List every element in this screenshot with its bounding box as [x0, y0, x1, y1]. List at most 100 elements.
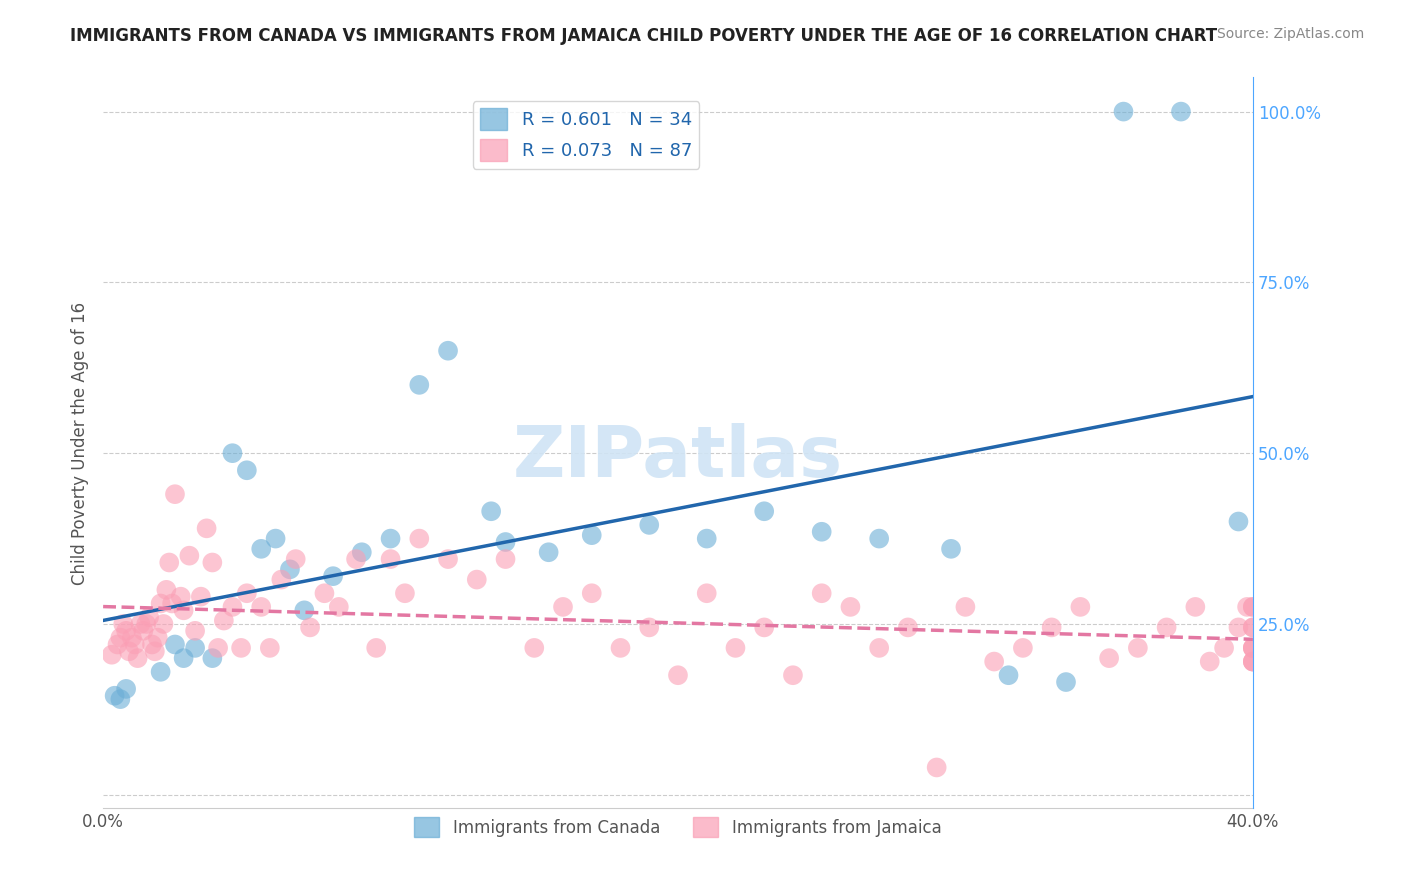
Immigrants from Jamaica — [1241, 599, 1264, 614]
Immigrants from Jamaica — [1098, 651, 1121, 665]
Immigrants from Jamaica — [270, 573, 292, 587]
Immigrants from Jamaica — [100, 648, 122, 662]
Immigrants from Canada — [868, 532, 890, 546]
Immigrants from Jamaica — [1241, 655, 1264, 669]
Immigrants from Canada — [1170, 104, 1192, 119]
Immigrants from Jamaica — [259, 640, 281, 655]
Immigrants from Jamaica — [195, 521, 218, 535]
Immigrants from Canada — [495, 535, 517, 549]
Immigrants from Jamaica — [179, 549, 201, 563]
Immigrants from Canada — [437, 343, 460, 358]
Immigrants from Jamaica — [897, 620, 920, 634]
Immigrants from Canada — [264, 532, 287, 546]
Immigrants from Canada — [292, 603, 315, 617]
Immigrants from Jamaica — [523, 640, 546, 655]
Immigrants from Canada — [322, 569, 344, 583]
Immigrants from Jamaica — [143, 644, 166, 658]
Immigrants from Canada — [1227, 515, 1250, 529]
Immigrants from Jamaica — [1069, 599, 1091, 614]
Immigrants from Jamaica — [1213, 640, 1236, 655]
Immigrants from Jamaica — [229, 640, 252, 655]
Immigrants from Canada — [278, 562, 301, 576]
Immigrants from Canada — [581, 528, 603, 542]
Immigrants from Jamaica — [983, 655, 1005, 669]
Immigrants from Jamaica — [163, 487, 186, 501]
Immigrants from Jamaica — [581, 586, 603, 600]
Immigrants from Jamaica — [1040, 620, 1063, 634]
Immigrants from Jamaica — [221, 599, 243, 614]
Immigrants from Jamaica — [236, 586, 259, 600]
Immigrants from Canada — [250, 541, 273, 556]
Immigrants from Jamaica — [107, 638, 129, 652]
Immigrants from Jamaica — [115, 624, 138, 638]
Immigrants from Canada — [696, 532, 718, 546]
Immigrants from Canada — [537, 545, 560, 559]
Immigrants from Jamaica — [250, 599, 273, 614]
Immigrants from Jamaica — [344, 552, 367, 566]
Immigrants from Jamaica — [152, 617, 174, 632]
Immigrants from Canada — [408, 377, 430, 392]
Immigrants from Jamaica — [437, 552, 460, 566]
Immigrants from Jamaica — [328, 599, 350, 614]
Immigrants from Canada — [1054, 675, 1077, 690]
Immigrants from Jamaica — [1241, 620, 1264, 634]
Immigrants from Jamaica — [1126, 640, 1149, 655]
Immigrants from Jamaica — [284, 552, 307, 566]
Immigrants from Jamaica — [394, 586, 416, 600]
Y-axis label: Child Poverty Under the Age of 16: Child Poverty Under the Age of 16 — [72, 301, 89, 584]
Immigrants from Canada — [184, 640, 207, 655]
Immigrants from Canada — [149, 665, 172, 679]
Immigrants from Jamaica — [1241, 655, 1264, 669]
Immigrants from Jamaica — [609, 640, 631, 655]
Text: IMMIGRANTS FROM CANADA VS IMMIGRANTS FROM JAMAICA CHILD POVERTY UNDER THE AGE OF: IMMIGRANTS FROM CANADA VS IMMIGRANTS FRO… — [70, 27, 1218, 45]
Text: Source: ZipAtlas.com: Source: ZipAtlas.com — [1216, 27, 1364, 41]
Immigrants from Jamaica — [1241, 599, 1264, 614]
Immigrants from Jamaica — [380, 552, 402, 566]
Immigrants from Jamaica — [465, 573, 488, 587]
Immigrants from Jamaica — [1241, 640, 1264, 655]
Immigrants from Jamaica — [1236, 599, 1258, 614]
Immigrants from Jamaica — [366, 640, 388, 655]
Immigrants from Jamaica — [1241, 620, 1264, 634]
Immigrants from Jamaica — [1227, 620, 1250, 634]
Immigrants from Jamaica — [495, 552, 517, 566]
Immigrants from Jamaica — [129, 617, 152, 632]
Immigrants from Jamaica — [124, 638, 146, 652]
Immigrants from Jamaica — [207, 640, 229, 655]
Immigrants from Jamaica — [184, 624, 207, 638]
Immigrants from Jamaica — [925, 760, 948, 774]
Immigrants from Jamaica — [110, 631, 132, 645]
Immigrants from Jamaica — [1241, 640, 1264, 655]
Immigrants from Jamaica — [782, 668, 804, 682]
Immigrants from Jamaica — [138, 610, 160, 624]
Immigrants from Jamaica — [146, 631, 169, 645]
Immigrants from Jamaica — [1198, 655, 1220, 669]
Immigrants from Jamaica — [132, 624, 155, 638]
Immigrants from Jamaica — [112, 617, 135, 632]
Immigrants from Jamaica — [696, 586, 718, 600]
Immigrants from Jamaica — [666, 668, 689, 682]
Immigrants from Canada — [201, 651, 224, 665]
Immigrants from Canada — [380, 532, 402, 546]
Immigrants from Jamaica — [314, 586, 336, 600]
Immigrants from Jamaica — [212, 614, 235, 628]
Immigrants from Jamaica — [135, 617, 157, 632]
Immigrants from Jamaica — [551, 599, 574, 614]
Immigrants from Canada — [350, 545, 373, 559]
Immigrants from Jamaica — [1184, 599, 1206, 614]
Immigrants from Jamaica — [810, 586, 832, 600]
Immigrants from Jamaica — [157, 556, 180, 570]
Immigrants from Jamaica — [121, 631, 143, 645]
Legend: Immigrants from Canada, Immigrants from Jamaica: Immigrants from Canada, Immigrants from … — [408, 810, 948, 844]
Immigrants from Jamaica — [1012, 640, 1035, 655]
Immigrants from Canada — [173, 651, 195, 665]
Immigrants from Jamaica — [638, 620, 661, 634]
Immigrants from Jamaica — [868, 640, 890, 655]
Immigrants from Jamaica — [754, 620, 776, 634]
Immigrants from Canada — [1112, 104, 1135, 119]
Immigrants from Canada — [110, 692, 132, 706]
Immigrants from Jamaica — [1156, 620, 1178, 634]
Immigrants from Jamaica — [955, 599, 977, 614]
Immigrants from Canada — [810, 524, 832, 539]
Immigrants from Canada — [939, 541, 962, 556]
